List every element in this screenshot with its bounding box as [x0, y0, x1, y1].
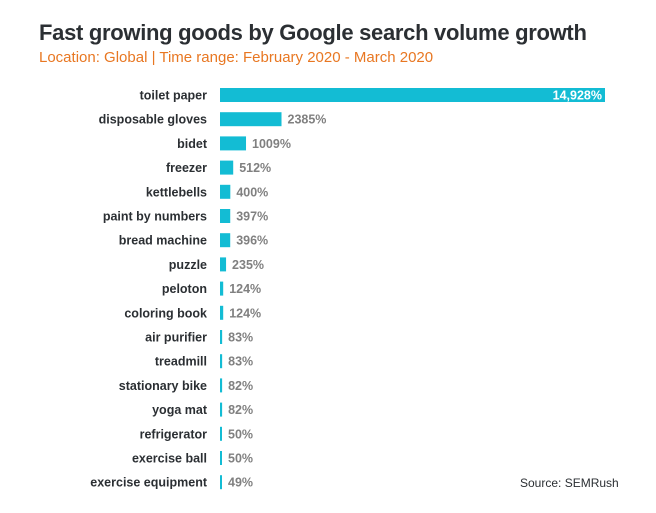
bar-yoga-mat	[220, 402, 223, 417]
category-label-disposable-gloves: disposable gloves	[99, 113, 207, 127]
value-label-treadmill: 83%	[228, 355, 253, 369]
category-label-air-purifier: air purifier	[145, 331, 207, 345]
value-label-bidet: 1009%	[252, 137, 291, 151]
value-label-stationary-bike: 82%	[228, 379, 253, 393]
bar-bread-machine	[220, 233, 231, 248]
category-label-bread-machine: bread machine	[119, 234, 207, 248]
source-note: Source: SEMRush	[520, 476, 619, 490]
category-label-exercise-ball: exercise ball	[132, 452, 207, 466]
value-label-toilet-paper: 14,928%	[553, 89, 602, 103]
category-label-freezer: freezer	[166, 161, 207, 175]
bar-exercise-ball	[220, 451, 222, 465]
category-label-toilet-paper: toilet paper	[140, 89, 208, 103]
category-label-coloring-book: coloring book	[124, 306, 207, 320]
bar-kettlebells	[220, 184, 231, 199]
value-label-refrigerator: 50%	[228, 427, 253, 441]
bar-peloton	[220, 281, 224, 296]
category-label-stationary-bike: stationary bike	[119, 379, 207, 393]
value-label-puzzle: 235%	[232, 258, 264, 272]
bar-refrigerator	[220, 426, 222, 441]
value-label-exercise-ball: 50%	[228, 452, 253, 466]
bar-paint-by-numbers	[220, 209, 231, 223]
value-label-kettlebells: 400%	[236, 185, 268, 199]
bar-treadmill	[220, 354, 223, 369]
value-label-coloring-book: 124%	[229, 306, 261, 320]
value-label-disposable-gloves: 2385%	[288, 113, 327, 127]
value-label-bread-machine: 396%	[236, 234, 268, 248]
bar-bidet	[220, 136, 247, 151]
chart-title: Fast growing goods by Google search volu…	[39, 20, 587, 45]
category-label-puzzle: puzzle	[169, 258, 207, 272]
bar-puzzle	[220, 257, 227, 272]
value-label-air-purifier: 83%	[228, 331, 253, 345]
value-label-exercise-equipment: 49%	[228, 476, 253, 490]
category-label-paint-by-numbers: paint by numbers	[103, 210, 207, 224]
bar-stationary-bike	[220, 378, 223, 393]
category-label-treadmill: treadmill	[155, 355, 207, 369]
category-label-kettlebells: kettlebells	[146, 185, 207, 199]
bar-exercise-equipment	[220, 475, 222, 490]
bar-disposable-gloves	[220, 112, 282, 127]
category-label-refrigerator: refrigerator	[140, 427, 208, 441]
value-label-yoga-mat: 82%	[228, 403, 253, 417]
bar-coloring-book	[220, 305, 224, 320]
value-label-freezer: 512%	[239, 161, 271, 175]
category-label-bidet: bidet	[177, 137, 208, 151]
chart-subtitle: Location: Global | Time range: February …	[39, 49, 434, 66]
category-label-yoga-mat: yoga mat	[152, 403, 208, 417]
bar-air-purifier	[220, 330, 223, 344]
bar-freezer	[220, 160, 234, 175]
category-label-peloton: peloton	[162, 282, 207, 296]
bar-toilet-paper	[220, 88, 605, 102]
category-label-exercise-equipment: exercise equipment	[90, 476, 208, 490]
value-label-paint-by-numbers: 397%	[236, 210, 268, 224]
value-label-peloton: 124%	[229, 282, 261, 296]
